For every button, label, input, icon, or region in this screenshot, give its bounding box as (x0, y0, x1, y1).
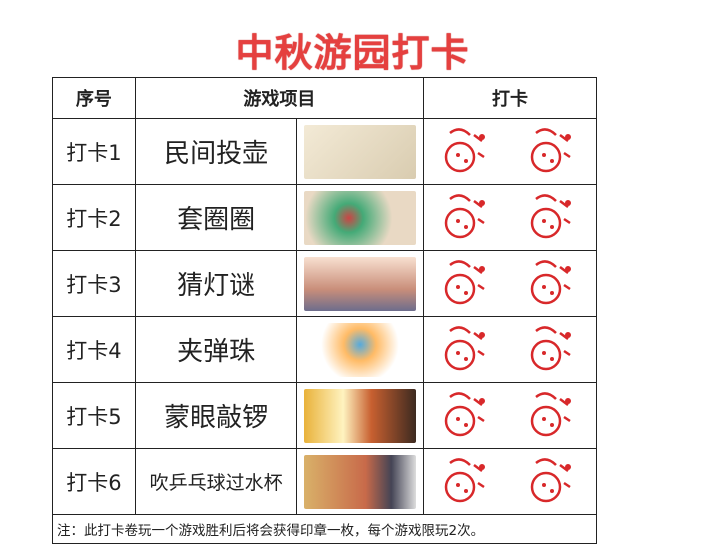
row-number: 打卡2 (52, 184, 136, 251)
table-row: 打卡2 套圈圈 (52, 184, 598, 251)
fruit-stamp-icon (524, 453, 582, 511)
marble-pick-illustration (304, 322, 417, 377)
cherry-stamp-icon (438, 189, 496, 247)
strawberry-stamp-icon (524, 255, 582, 313)
balloon-stamp-icon (438, 123, 496, 181)
row-number: 打卡5 (52, 382, 136, 449)
watermelon-stamp-icon (524, 321, 582, 379)
game-name: 民间投壶 (134, 118, 298, 185)
game-name: 猜灯谜 (134, 250, 298, 317)
fruit-stamp-icon (438, 453, 496, 511)
stamp-cell (422, 382, 598, 449)
note-text: 注：此打卡卷玩一个游戏胜利后将会获得印章一枚，每个游戏限玩2次。 (52, 514, 597, 544)
game-image-cell (296, 118, 424, 185)
table-header: 序号 游戏项目 打卡 (52, 77, 598, 119)
checkin-table: 序号 游戏项目 打卡 打卡1 民间投壶 打卡2 套圈圈 打卡3 猜灯谜 打卡4 … (52, 77, 598, 544)
pitch-pot-illustration (304, 124, 417, 179)
table-row: 打卡4 夹弹珠 (52, 316, 598, 383)
ring-toss-illustration (304, 190, 417, 245)
strawberry-stamp-icon (438, 255, 496, 313)
stamp-cell (422, 118, 598, 185)
fruit-stamp-icon (438, 387, 496, 445)
fruit-stamp-icon (524, 387, 582, 445)
table-row: 打卡5 蒙眼敲锣 (52, 382, 598, 449)
game-image-cell (296, 250, 424, 317)
stamp-cell (422, 316, 598, 383)
note-row: 注：此打卡卷玩一个游戏胜利后将会获得印章一枚，每个游戏限玩2次。 (52, 514, 597, 544)
stamp-cell (422, 250, 598, 317)
stamp-cell (422, 184, 598, 251)
game-image-cell (296, 316, 424, 383)
ping-pong-cups-photo (304, 454, 417, 509)
game-image-cell (296, 184, 424, 251)
game-name: 吹乒乓球过水杯 (134, 448, 298, 515)
page-title: 中秋游园打卡 (235, 31, 470, 75)
blindfold-gong-illustration (304, 388, 417, 443)
header-game: 游戏项目 (134, 77, 424, 119)
table-row: 打卡1 民间投壶 (52, 118, 598, 185)
row-number: 打卡1 (52, 118, 136, 185)
watermelon-stamp-icon (438, 321, 496, 379)
header-checkin: 打卡 (422, 77, 598, 119)
table-row: 打卡6 吹乒乓球过水杯 (52, 448, 598, 515)
game-image-cell (296, 448, 424, 515)
table-row: 打卡3 猜灯谜 (52, 250, 598, 317)
game-name: 套圈圈 (134, 184, 298, 251)
game-image-cell (296, 382, 424, 449)
row-number: 打卡3 (52, 250, 136, 317)
game-name: 夹弹珠 (134, 316, 298, 383)
header-no: 序号 (52, 77, 136, 119)
row-number: 打卡4 (52, 316, 136, 383)
lantern-riddle-illustration (304, 256, 417, 311)
balloon-stamp-icon (524, 123, 582, 181)
game-name: 蒙眼敲锣 (134, 382, 298, 449)
cherry-stamp-icon (524, 189, 582, 247)
row-number: 打卡6 (52, 448, 136, 515)
stamp-cell (422, 448, 598, 515)
